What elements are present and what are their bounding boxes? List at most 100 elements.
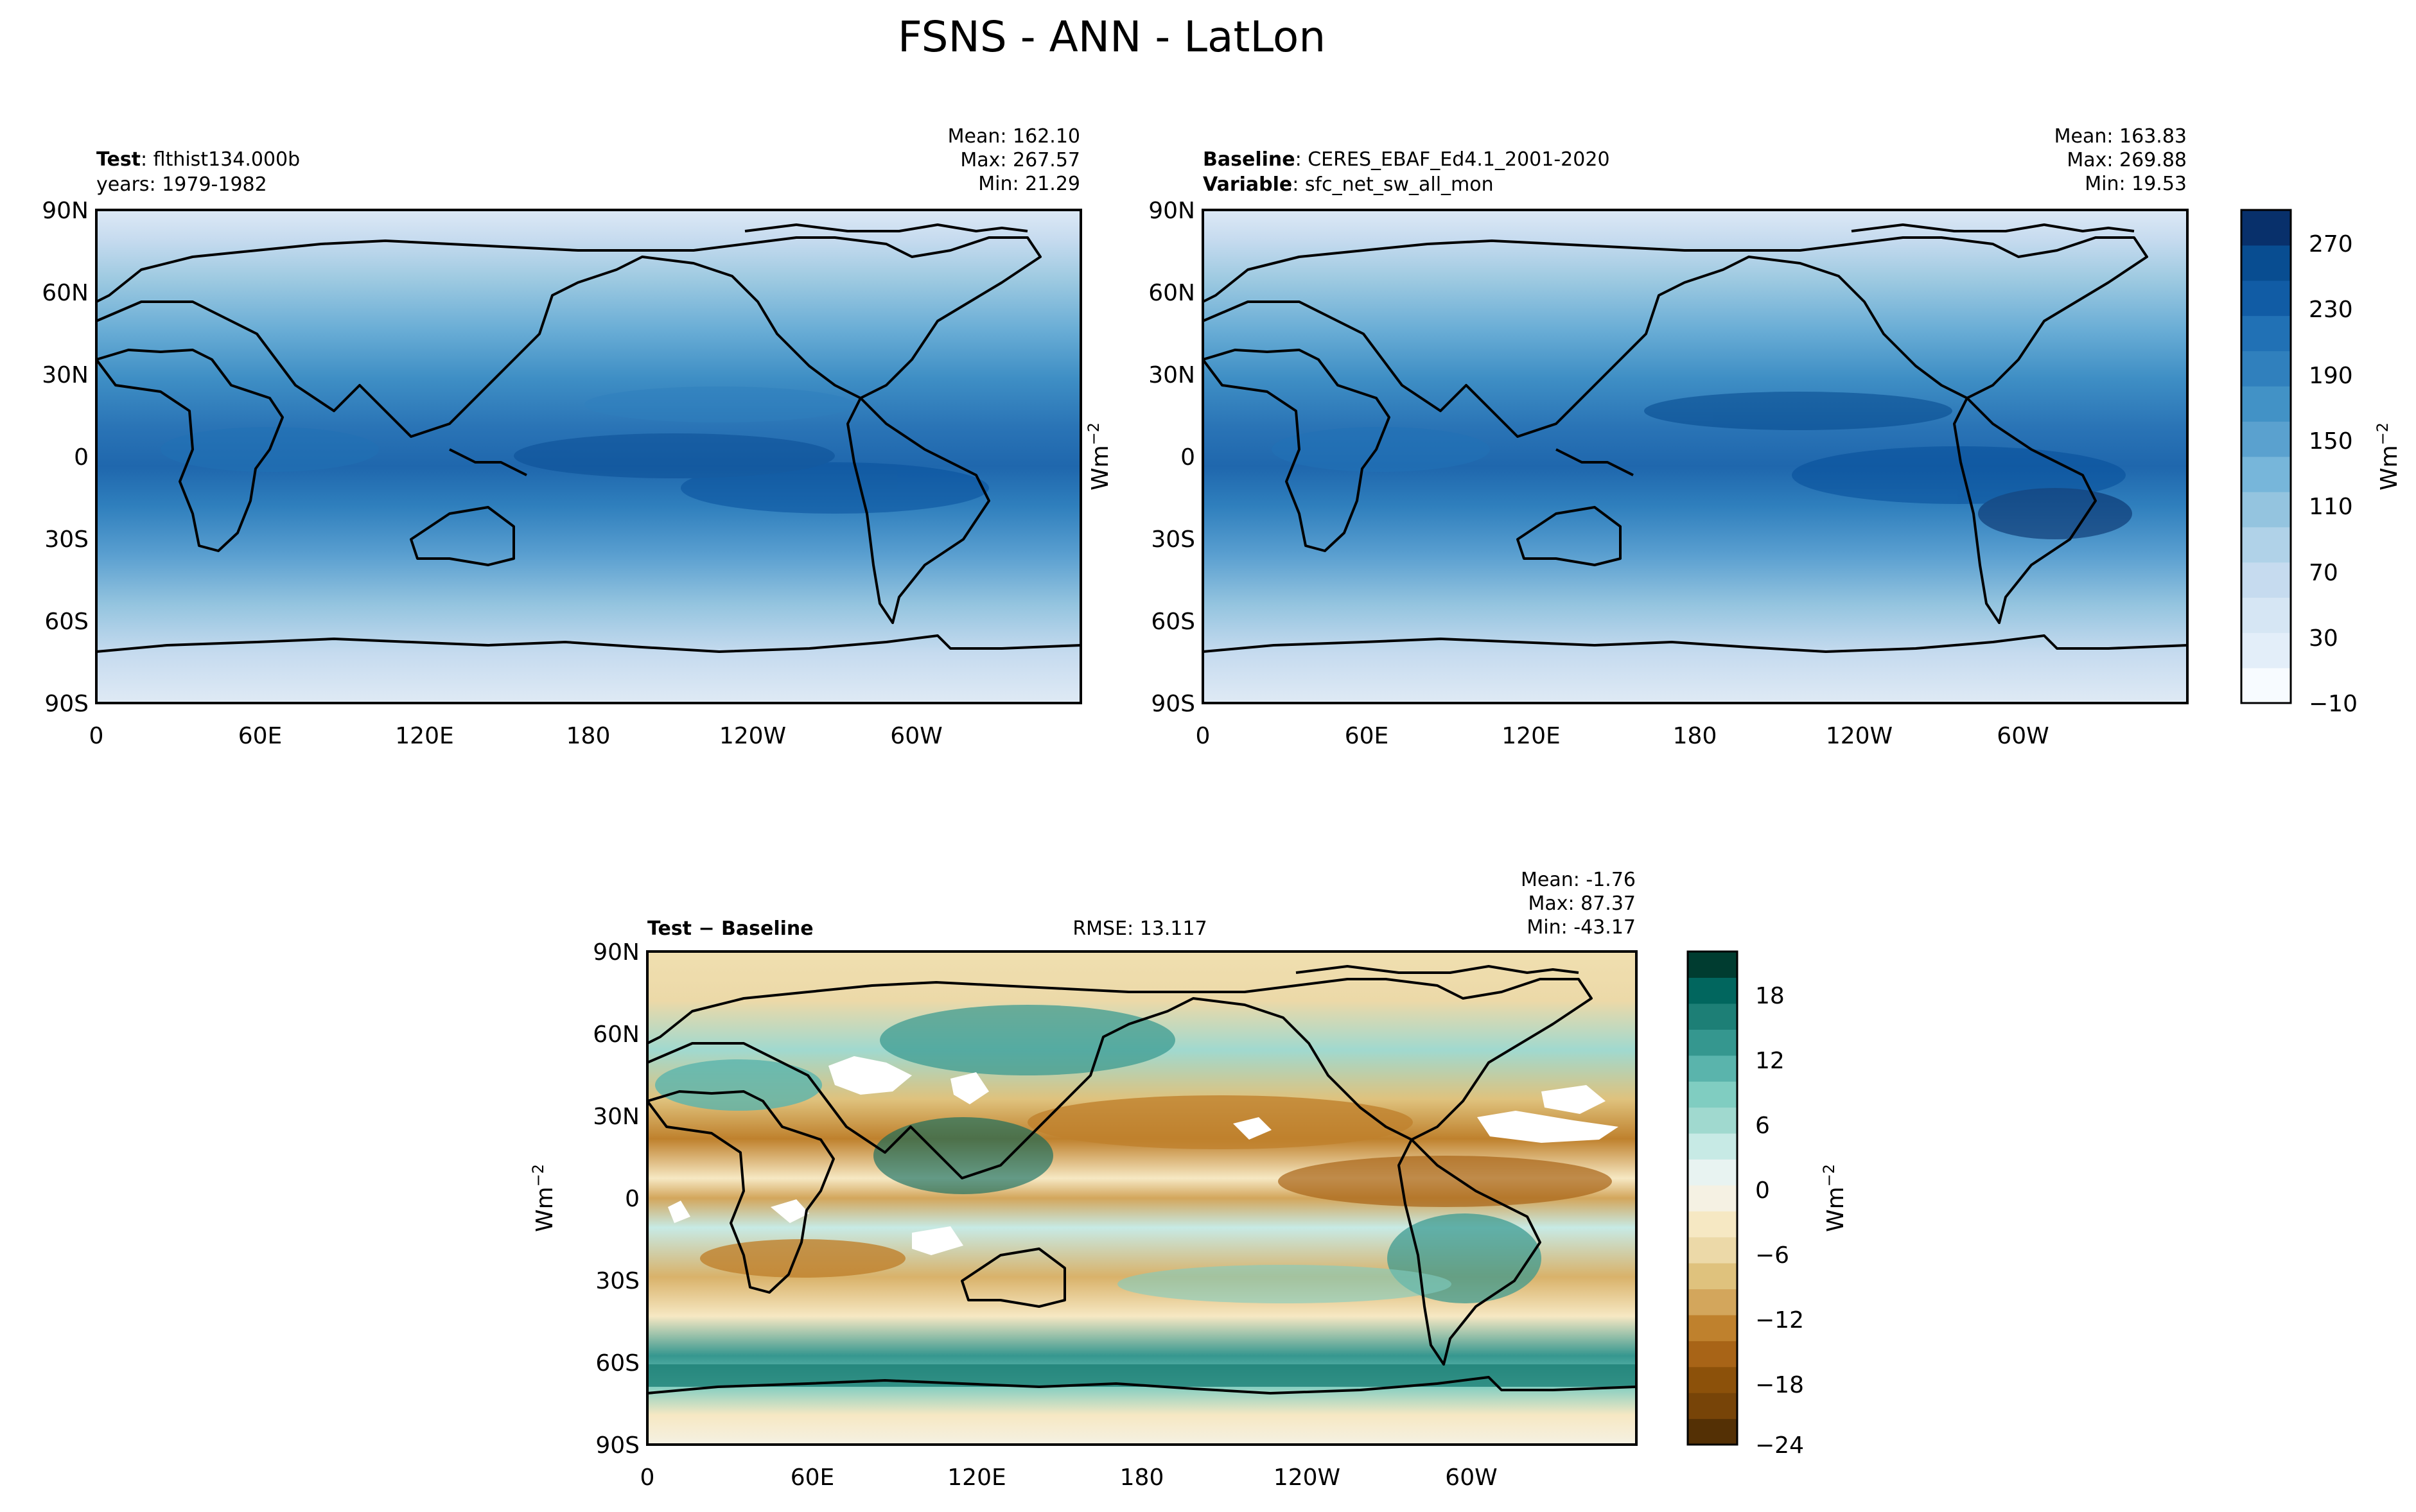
top-colorbar: 270 230 190 150 110 70 30 −10 Wm−2	[2240, 209, 2403, 717]
test-max: Max: 267.57	[960, 149, 1080, 171]
colorbar-swatch	[2241, 562, 2291, 598]
test-years: years: 1979-1982	[96, 173, 267, 196]
diff-missing-data	[668, 1056, 1618, 1255]
top-unit-base: Wm	[1087, 445, 1114, 491]
test-lat-ticks: 90N 60N 30N 0 30S 60S 90S	[42, 198, 89, 717]
lon-tick-label: 120E	[1501, 723, 1560, 749]
colorbar-swatch	[1688, 1314, 1737, 1341]
colorbar-tick-label: 70	[2309, 560, 2338, 586]
diff-rmse: RMSE: 13.117	[1072, 917, 1207, 940]
lat-tick-label: 60N	[593, 1021, 640, 1048]
colorbar-tick-label: 270	[2309, 231, 2353, 257]
baseline-coastlines	[1202, 223, 2188, 653]
baseline-map-frame	[1202, 209, 2189, 704]
colorbar-swatch	[2241, 315, 2291, 352]
colorbar-swatch	[1688, 1237, 1737, 1264]
baseline-label-bold: Baseline	[1203, 148, 1295, 171]
top-colorbar-label: Wm−2	[2374, 422, 2403, 491]
lon-tick-label: 60E	[791, 1464, 835, 1491]
colorbar-tick-label: 0	[1755, 1177, 1770, 1204]
lat-tick-label: 90S	[1151, 691, 1195, 717]
diff-lat-ticks: 90N 60N 30N 0 30S 60S 90S	[593, 939, 640, 1459]
diff-colorbar-ticks: 18 12 6 0 −6 −12 −18 −24	[1755, 983, 1804, 1459]
diff-unit-label: Wm−2	[529, 1164, 558, 1232]
colorbar-swatch	[1688, 1081, 1737, 1108]
lat-tick-label: 90S	[595, 1432, 640, 1459]
lon-tick-label: 60W	[1445, 1464, 1497, 1491]
figure-title: FSNS - ANN - LatLon	[898, 12, 1326, 62]
colorbar-swatch	[1688, 1029, 1737, 1056]
lat-tick-label: 0	[1180, 444, 1195, 471]
test-lon-ticks: 0 60E 120E 180 120W 60W	[89, 723, 943, 749]
lon-tick-label: 180	[1120, 1464, 1164, 1491]
baseline-variable-rest: : sfc_net_sw_all_mon	[1292, 173, 1493, 196]
lat-tick-label: 0	[74, 444, 89, 471]
baseline-variable-bold: Variable	[1203, 173, 1292, 196]
lat-tick-label: 60N	[1148, 280, 1195, 306]
baseline-variable: Variable: sfc_net_sw_all_mon	[1203, 173, 1494, 196]
colorbar-tick-label: 12	[1755, 1048, 1785, 1074]
colorbar-swatch	[2241, 632, 2291, 668]
diff-map-frame	[646, 950, 1638, 1446]
baseline-max: Max: 269.88	[2067, 149, 2187, 171]
lat-tick-label: 60S	[595, 1350, 640, 1377]
test-label: Test: flthist134.000b	[96, 148, 300, 171]
lon-tick-label: 120W	[719, 723, 786, 749]
lon-tick-label: 60E	[1345, 723, 1389, 749]
diff-map-features	[647, 1005, 1636, 1387]
colorbar-swatch	[1688, 1341, 1737, 1368]
colorbar-swatch	[1688, 1366, 1737, 1393]
diff-colorbar: 18 12 6 0 −6 −12 −18 −24 Wm−2	[1686, 950, 1849, 1459]
colorbar-tick-label: 110	[2309, 494, 2353, 520]
colorbar-swatch	[1688, 1055, 1737, 1082]
colorbar-swatch	[1688, 1418, 1737, 1445]
diff-coastlines	[646, 965, 1637, 1395]
colorbar-swatch	[1688, 1393, 1737, 1420]
diff-colorbar-label-sup: −2	[1820, 1164, 1838, 1186]
test-label-rest: : flthist134.000b	[141, 148, 300, 171]
top-colorbar-ticks: 270 230 190 150 110 70 30 −10	[2309, 231, 2358, 717]
lat-tick-label: 60S	[44, 609, 89, 635]
diff-colorbar-label: Wm−2	[1820, 1164, 1849, 1232]
colorbar-swatch	[2241, 386, 2291, 422]
test-panel: Test: flthist134.000b years: 1979-1982 M…	[42, 125, 1082, 749]
baseline-label-rest: : CERES_EBAF_Ed4.1_2001-2020	[1295, 148, 1610, 171]
test-mean: Mean: 162.10	[948, 125, 1080, 148]
lat-tick-label: 30S	[44, 526, 89, 553]
colorbar-swatch	[2241, 351, 2291, 387]
lon-tick-label: 0	[89, 723, 104, 749]
colorbar-tick-label: 230	[2309, 297, 2353, 323]
colorbar-swatch	[2241, 210, 2291, 246]
diff-max: Max: 87.37	[1528, 892, 1636, 915]
top-unit-sup: −2	[1085, 422, 1103, 445]
lon-tick-label: 0	[640, 1464, 655, 1491]
colorbar-tick-label: −18	[1755, 1372, 1804, 1398]
test-label-bold: Test	[96, 148, 141, 171]
colorbar-tick-label: −12	[1755, 1307, 1804, 1334]
lon-tick-label: 120E	[395, 723, 453, 749]
lat-tick-label: 30S	[1151, 526, 1195, 553]
test-coastlines	[95, 223, 1081, 653]
colorbar-tick-label: −24	[1755, 1432, 1804, 1459]
lat-tick-label: 60N	[42, 280, 89, 306]
baseline-lat-ticks: 90N 60N 30N 0 30S 60S 90S	[1148, 198, 1195, 717]
baseline-label: Baseline: CERES_EBAF_Ed4.1_2001-2020	[1203, 148, 1610, 171]
colorbar-tick-label: 6	[1755, 1113, 1770, 1139]
test-map-bands	[161, 387, 989, 514]
colorbar-tick-label: 190	[2309, 363, 2353, 389]
colorbar-tick-label: −6	[1755, 1242, 1789, 1269]
lat-tick-label: 30S	[595, 1268, 640, 1294]
lat-tick-label: 30N	[42, 362, 89, 388]
baseline-lon-ticks: 0 60E 120E 180 120W 60W	[1196, 723, 2049, 749]
colorbar-tick-label: 150	[2309, 428, 2353, 455]
colorbar-swatch	[2241, 597, 2291, 633]
lat-tick-label: 90S	[44, 691, 89, 717]
top-colorbar-label-sup: −2	[2374, 422, 2392, 445]
colorbar-swatch	[1688, 1185, 1737, 1212]
lon-tick-label: 180	[566, 723, 611, 749]
colorbar-swatch	[2241, 245, 2291, 281]
colorbar-swatch	[1688, 1159, 1737, 1186]
colorbar-swatch	[1688, 1211, 1737, 1238]
diff-mean: Mean: -1.76	[1521, 869, 1636, 891]
colorbar-swatch	[1688, 977, 1737, 1004]
